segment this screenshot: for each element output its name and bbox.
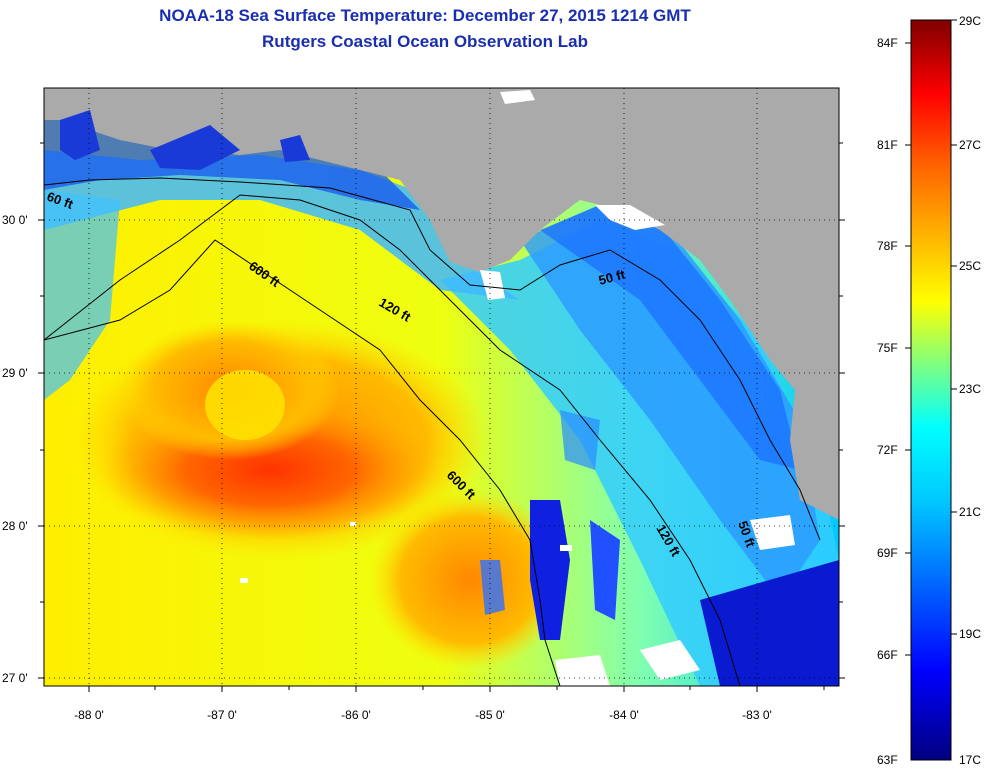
contour-label-50ft-north: 50 ft — [597, 266, 627, 288]
lat-label-27: 27 0' — [2, 671, 28, 685]
lon-label-87: -87 0' — [207, 708, 237, 722]
longitude-axis: -88 0' -87 0' -86 0' -85 0' -84 0' -83 0… — [74, 686, 825, 722]
lon-label-83: -83 0' — [742, 708, 772, 722]
map-title: NOAA-18 Sea Surface Temperature: Decembe… — [159, 6, 691, 25]
map-subtitle: Rutgers Coastal Ocean Observation Lab — [262, 32, 588, 51]
cb-c-21: 21C — [959, 505, 981, 519]
lat-label-29: 29 0' — [2, 366, 28, 380]
cb-f-66: 66F — [877, 648, 898, 662]
colorbar: 84F 81F 78F 75F 72F 69F 66F 63F 29C 27C … — [877, 14, 981, 767]
lon-label-84: -84 0' — [609, 708, 639, 722]
cb-c-27: 27C — [959, 138, 981, 152]
plot-frame — [43, 87, 840, 687]
cb-f-63: 63F — [877, 753, 898, 767]
lat-label-30: 30 0' — [2, 213, 28, 227]
lon-label-88: -88 0' — [74, 708, 104, 722]
cb-f-75: 75F — [877, 341, 898, 355]
cb-f-69: 69F — [877, 546, 898, 560]
cb-c-25: 25C — [959, 259, 981, 273]
cb-c-29: 29C — [959, 14, 981, 28]
cb-f-78: 78F — [877, 239, 898, 253]
cb-c-17: 17C — [959, 753, 981, 767]
lon-label-86: -86 0' — [341, 708, 371, 722]
cb-c-19: 19C — [959, 627, 981, 641]
cb-f-81: 81F — [877, 138, 898, 152]
cb-f-72: 72F — [877, 443, 898, 457]
cb-f-84: 84F — [877, 36, 898, 50]
colorbar-gradient — [910, 19, 952, 761]
latitude-axis: 30 0' 29 0' 28 0' 27 0' — [2, 142, 845, 685]
lon-label-85: -85 0' — [475, 708, 505, 722]
lat-label-28: 28 0' — [2, 519, 28, 533]
cb-c-23: 23C — [959, 382, 981, 396]
sst-field — [44, 88, 839, 686]
